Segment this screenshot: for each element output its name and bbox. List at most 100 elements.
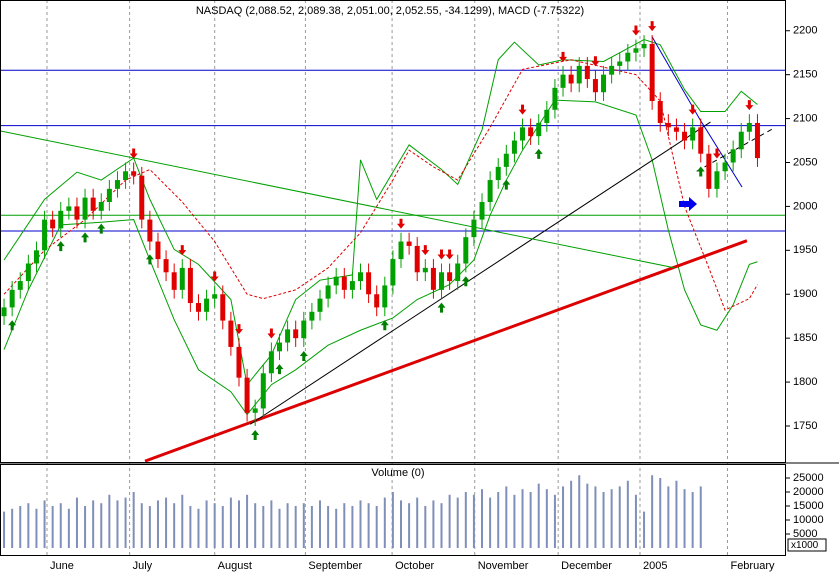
candle-body [520,127,526,141]
candle-body [317,298,323,312]
trend-line [699,119,743,188]
sell-signal [445,249,454,260]
candle-body [309,311,315,321]
candle-body [536,122,542,137]
buy-signal [534,148,543,159]
candle-body [649,43,655,102]
candle-body [487,180,493,203]
candle-body [601,74,607,93]
candle-body [544,109,550,123]
sell-signal [518,104,527,115]
volume-tick-label: 25000 [793,472,824,484]
sell-signal [591,56,600,67]
x-tick-label: October [395,560,434,572]
candle-body [714,171,720,189]
candle-body [98,202,104,211]
candle-body [1,307,7,317]
sell-signal [745,100,754,111]
candle-body [341,276,347,290]
candle-body [155,241,161,260]
sell-signal [129,148,138,159]
candle-body [187,267,193,304]
candle-body [366,272,372,295]
sell-signal [648,21,657,32]
candle-body [479,202,485,220]
candle-body [106,188,112,203]
candle-body [471,219,477,238]
candle-body [414,245,420,273]
candle-body [333,276,339,286]
volume-frame [0,464,786,556]
sell-signal [397,218,406,229]
candle-body [33,250,39,264]
x-tick-label: September [308,560,362,572]
sell-signal [267,328,276,339]
candle-body [66,206,72,211]
sell-signal [421,245,430,256]
candle-body [665,122,671,128]
blue-arrow [679,197,697,211]
candle-body [42,219,48,251]
candle-body [528,127,534,137]
buy-signal [461,276,470,287]
sell-signal [688,104,697,115]
y-tick-label: 1850 [793,332,817,344]
candle-body [584,65,590,80]
candle-body [673,127,679,132]
candle-body [252,408,258,413]
candle-body [139,175,145,220]
candle-body [212,294,218,299]
candle-body [358,272,364,282]
candle-body [390,259,396,286]
candle-body [592,79,598,93]
candle-body [698,127,704,154]
candle-body [511,140,517,154]
candle-body [374,294,380,308]
y-tick-label: 2200 [793,25,817,37]
candle-body [754,122,760,159]
candle-body [236,346,242,378]
y-tick-label: 1800 [793,376,817,388]
sell-signal [712,148,721,159]
candle-body [260,373,266,409]
candle-body [463,237,469,264]
candle-body [123,171,129,181]
candle-body [220,294,226,321]
axes-layer: June July August September October November De… [50,25,824,572]
candle-body [722,162,728,172]
candle-body [641,43,647,49]
candle-body [382,285,388,308]
candle-body [447,272,453,282]
candle-body [560,74,566,88]
candle-body [657,101,663,123]
candle-body [633,48,639,53]
overlay-line [3,38,758,386]
y-tick-label: 1750 [793,420,817,432]
buy-signal [437,302,446,313]
candle-body [706,153,712,189]
candle-body [617,61,623,66]
candle-body [204,298,210,312]
candle-body [17,281,23,290]
buy-signal [145,254,154,265]
candle-body [58,210,64,229]
candle-body [179,267,185,290]
y-tick-label: 2000 [793,200,817,212]
volume-title: Volume (0) [371,467,424,479]
candle-body [625,52,631,62]
x-tick-label: November [478,560,529,572]
trend-line [144,239,748,462]
candle-body [74,206,80,220]
candle-body [244,377,250,413]
candle-body [738,131,744,150]
candle-body [398,241,404,260]
buy-signal [275,364,284,375]
buy-signal [696,166,705,177]
candle-body [576,65,582,84]
candle-body [285,329,291,343]
volume-unit: x1000 [791,540,819,551]
x-tick-label: 2005 [643,560,667,572]
buy-signal [97,223,106,234]
